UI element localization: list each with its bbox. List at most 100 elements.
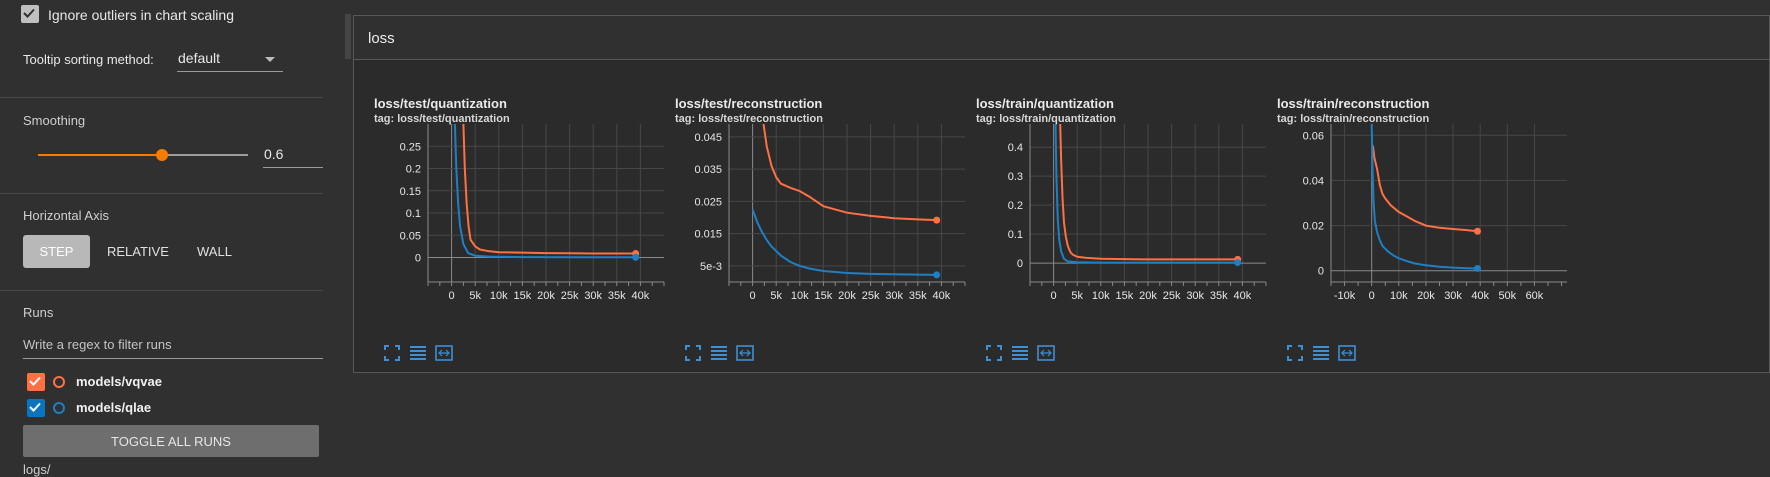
run-checkbox-qlae[interactable] [27, 399, 45, 417]
y-tick-label: 0 [1318, 266, 1324, 278]
x-tick-label: 25k [1163, 290, 1181, 302]
run-row-qlae[interactable]: models/qlae [27, 398, 307, 418]
y-tick-label: 0.3 [1008, 171, 1023, 183]
run-color-swatch-vqvae[interactable] [53, 376, 65, 388]
smoothing-slider-fill [38, 154, 162, 156]
run-name-qlae: models/qlae [76, 400, 152, 415]
data-table-icon[interactable] [408, 343, 430, 363]
x-tick-label: 5k [469, 290, 481, 302]
smoothing-value: 0.6 [264, 146, 284, 162]
chart-loss-train-quantization[interactable]: loss/train/quantization tag: loss/train/q… [956, 61, 1296, 371]
tooltip-sorting-value: default [178, 50, 221, 66]
run-name-vqvae: models/vqvae [76, 374, 162, 389]
series-line-models-qlae[interactable] [751, 209, 937, 276]
series-end-point-models-vqvae[interactable] [1473, 227, 1481, 235]
series-line-models-qlae[interactable] [1370, 124, 1478, 270]
x-tick-label: 30k [1186, 290, 1204, 302]
series-end-point-models-qlae[interactable] [1473, 264, 1481, 272]
expand-icon[interactable] [984, 343, 1006, 363]
data-table-icon[interactable] [709, 343, 731, 363]
x-tick-label: 20k [838, 290, 856, 302]
axis-wall-button[interactable]: WALL [197, 244, 232, 259]
y-tick-label: 0.04 [1303, 175, 1324, 187]
run-row-vqvae[interactable]: models/vqvae [27, 372, 307, 392]
fit-domain-icon[interactable] [434, 343, 456, 363]
chart-title: loss/test/reconstruction [675, 96, 823, 111]
sidebar-resize-handle[interactable] [345, 14, 351, 59]
series-end-point-models-vqvae[interactable] [933, 216, 941, 224]
ignore-outliers-label[interactable]: Ignore outliers in chart scaling [48, 7, 234, 23]
y-tick-label: 5e-3 [700, 261, 722, 273]
y-tick-label: 0.15 [400, 186, 421, 198]
smoothing-slider-thumb[interactable] [156, 149, 168, 161]
series-line-models-qlae[interactable] [453, 124, 636, 259]
chart-plot-area[interactable]: 0 5k 10k 15k 20k 25k 30k 35k 40k 0 0.05 0.1 0.15 0.2 0… [354, 61, 694, 341]
y-tick-label: 0.025 [694, 196, 722, 208]
series-line-models-vqvae[interactable] [462, 124, 636, 255]
chart-loss-test-reconstruction[interactable]: loss/test/reconstruction tag: loss/test/r… [655, 61, 995, 371]
chart-title: loss/train/quantization [976, 96, 1114, 111]
runs-filter-placeholder: Write a regex to filter runs [23, 337, 172, 352]
y-tick-label: 0.045 [694, 132, 722, 144]
ignore-outliers-checkbox[interactable] [21, 5, 39, 23]
y-tick-label: 0.2 [1008, 200, 1023, 212]
expand-icon[interactable] [382, 343, 404, 363]
x-tick-label: 60k [1526, 290, 1544, 302]
axis-step-button[interactable]: STEP [23, 235, 90, 268]
x-tick-label: 50k [1498, 290, 1516, 302]
x-tick-label: 40k [933, 290, 951, 302]
series-line-models-vqvae[interactable] [1059, 124, 1238, 261]
fit-domain-icon[interactable] [1337, 343, 1359, 363]
chart-plot-area[interactable]: 0 5k 10k 15k 20k 25k 30k 35k 40k 0 0.1 0.2 0.3 0.4 [956, 61, 1296, 341]
x-tick-label: 10k [791, 290, 809, 302]
y-tick-label: 0.1 [1008, 229, 1023, 241]
runs-filter-input[interactable]: Write a regex to filter runs [23, 334, 323, 360]
fit-domain-icon[interactable] [735, 343, 757, 363]
smoothing-slider[interactable] [38, 146, 248, 164]
y-tick-label: 0.25 [400, 141, 421, 153]
x-tick-label: 10k [1390, 290, 1408, 302]
y-tick-label: 0.4 [1008, 142, 1023, 154]
axis-relative-button[interactable]: RELATIVE [107, 244, 169, 259]
chevron-down-icon [265, 57, 275, 62]
group-title: loss [368, 30, 395, 47]
run-color-swatch-qlae[interactable] [53, 402, 65, 414]
tooltip-sorting-label: Tooltip sorting method: [23, 52, 154, 67]
x-tick-label: 40k [1234, 290, 1252, 302]
chart-tag: tag: loss/test/quantization [374, 113, 510, 125]
chart-tag: tag: loss/train/reconstruction [1277, 113, 1430, 125]
y-tick-label: 0.06 [1303, 130, 1324, 142]
series-line-models-vqvae[interactable] [1370, 143, 1478, 233]
data-table-icon[interactable] [1311, 343, 1333, 363]
loss-group-header[interactable]: loss [354, 16, 1769, 60]
y-tick-label: 0 [415, 253, 421, 265]
x-tick-label: 10k [1092, 290, 1110, 302]
loss-group-card: loss loss/test/quantization tag: loss/tes… [353, 15, 1770, 373]
series-end-point-models-qlae[interactable] [632, 253, 640, 261]
x-tick-label: 30k [885, 290, 903, 302]
run-checkbox-vqvae[interactable] [27, 373, 45, 391]
chart-plot-area[interactable]: -10k 0 10k 20k 30k 40k 50k 60k 0 0.02 0.04 0.06 [1257, 61, 1597, 341]
runs-label: Runs [23, 305, 54, 320]
x-tick-label: 20k [1139, 290, 1157, 302]
smoothing-value-input[interactable]: 0.6 [263, 145, 323, 169]
chart-tag: tag: loss/train/quantization [976, 113, 1116, 125]
tooltip-sorting-select[interactable]: default [177, 46, 283, 74]
series-line-models-qlae[interactable] [1054, 124, 1238, 264]
series-end-point-models-qlae[interactable] [933, 271, 941, 279]
expand-icon[interactable] [1285, 343, 1307, 363]
data-table-icon[interactable] [1010, 343, 1032, 363]
toggle-all-runs-button[interactable]: TOGGLE ALL RUNS [23, 425, 319, 457]
expand-icon[interactable] [683, 343, 705, 363]
chart-loss-train-reconstruction[interactable]: loss/train/reconstruction tag: loss/train… [1257, 61, 1597, 371]
chart-loss-test-quantization[interactable]: loss/test/quantization tag: loss/test/qua… [354, 61, 694, 371]
smoothing-label: Smoothing [23, 113, 86, 128]
x-tick-label: 15k [514, 290, 532, 302]
series-line-models-vqvae[interactable] [762, 124, 937, 222]
series-end-point-models-qlae[interactable] [1234, 259, 1242, 267]
x-tick-label: 25k [561, 290, 579, 302]
chart-plot-area[interactable]: 0 5k 10k 15k 20k 25k 30k 35k 40k 5e-3 0.015 0.025 0.… [655, 61, 995, 341]
x-tick-label: 15k [1116, 290, 1134, 302]
x-tick-label: 35k [909, 290, 927, 302]
fit-domain-icon[interactable] [1036, 343, 1058, 363]
